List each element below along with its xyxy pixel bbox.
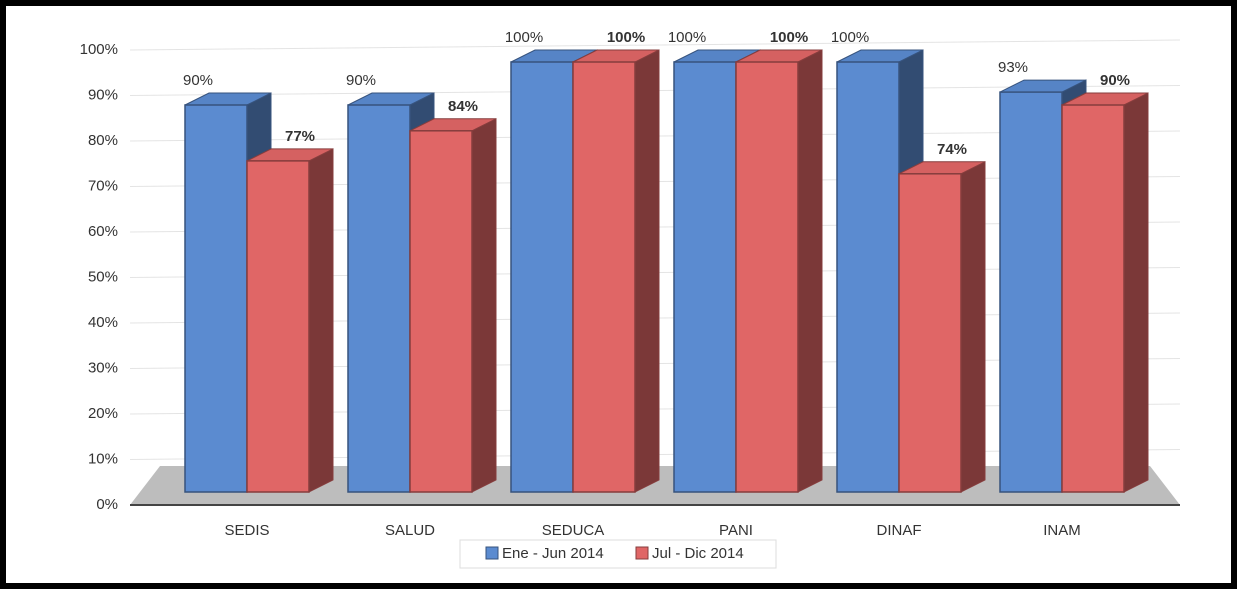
data-label: 74% <box>937 141 967 158</box>
legend-swatch <box>635 546 649 560</box>
data-label: 93% <box>998 59 1028 76</box>
y-tick-label: 20% <box>88 405 118 422</box>
bar <box>347 104 411 493</box>
data-label: 90% <box>346 72 376 89</box>
data-label: 90% <box>183 72 213 89</box>
data-label: 100% <box>668 29 706 46</box>
x-tick-label: SEDIS <box>224 522 269 539</box>
bar <box>572 61 636 493</box>
bar <box>898 173 962 493</box>
bar-side <box>960 160 986 493</box>
data-label: 90% <box>1100 72 1130 89</box>
bar-side <box>797 49 823 493</box>
data-label: 100% <box>607 29 645 46</box>
y-tick-label: 40% <box>88 314 118 331</box>
bar-side <box>1123 92 1149 493</box>
x-tick-label: DINAF <box>877 522 922 539</box>
y-tick-label: 0% <box>96 496 118 513</box>
x-tick-label: PANI <box>719 522 753 539</box>
data-label: 84% <box>448 98 478 115</box>
x-tick-label: SEDUCA <box>542 522 605 539</box>
bar <box>246 160 310 493</box>
legend-label: Jul - Dic 2014 <box>652 545 744 562</box>
data-label: 100% <box>505 29 543 46</box>
grid-line <box>129 39 1181 51</box>
bar <box>735 61 799 493</box>
bar-side <box>634 49 660 493</box>
data-label: 77% <box>285 128 315 145</box>
y-tick-label: 90% <box>88 86 118 103</box>
bar <box>836 61 900 493</box>
y-tick-label: 80% <box>88 132 118 149</box>
y-tick-label: 10% <box>88 450 118 467</box>
y-tick-label: 70% <box>88 177 118 194</box>
bar <box>999 91 1063 493</box>
y-tick-label: 60% <box>88 223 118 240</box>
bar <box>184 104 248 493</box>
data-label: 100% <box>770 29 808 46</box>
legend-label: Ene - Jun 2014 <box>502 545 604 562</box>
bar-side <box>471 117 497 493</box>
legend-swatch <box>485 546 499 560</box>
bar <box>1061 104 1125 493</box>
bar <box>510 61 574 493</box>
legend-box <box>459 539 777 569</box>
bar-side <box>308 148 334 493</box>
data-label: 100% <box>831 29 869 46</box>
x-tick-label: SALUD <box>385 522 435 539</box>
y-tick-label: 30% <box>88 359 118 376</box>
y-tick-label: 100% <box>80 41 118 58</box>
x-tick-label: INAM <box>1043 522 1081 539</box>
bar <box>409 130 473 493</box>
bar <box>673 61 737 493</box>
y-tick-label: 50% <box>88 268 118 285</box>
